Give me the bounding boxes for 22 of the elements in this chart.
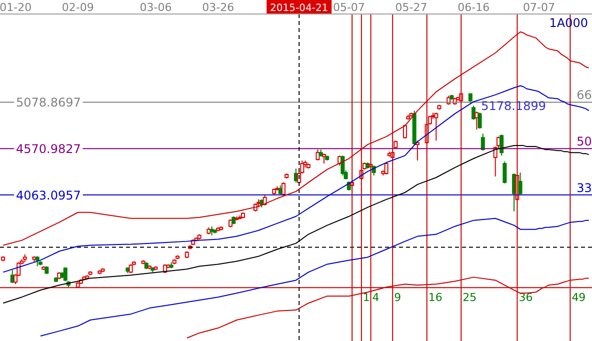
x-tick-label: 05-27 [395, 1, 428, 14]
annotation: 66 [576, 88, 592, 102]
x-tick-label: 02-09 [62, 1, 94, 14]
x-tick-label: 07-07 [523, 1, 556, 14]
ref-line-label: 4063.0957 [16, 188, 81, 202]
annotation: 50 [576, 134, 592, 149]
x-tick-label: 03-06 [140, 1, 172, 14]
ref-line-label: 16 [428, 291, 442, 304]
ref-line-label: 25 [462, 291, 477, 304]
x-tick-label: 01-20 [0, 1, 32, 14]
x-tick-label: 06-16 [458, 1, 490, 14]
annotation: 33 [576, 180, 592, 195]
ref-line-label: 36 [518, 291, 533, 304]
ref-line-label: 49 [572, 291, 586, 304]
ref-line-label: 4 [372, 291, 380, 304]
ref-line-label: 9 [394, 291, 402, 304]
ref-line-label: 2015-04-21 [270, 3, 328, 14]
x-tick-label: 05-07 [332, 1, 365, 14]
ref-line-label: 1 [362, 291, 370, 304]
x-tick-label: 03-26 [202, 1, 234, 14]
ref-line-label: 5078.8697 [16, 96, 81, 110]
ref-line-label: 4570.9827 [16, 142, 81, 156]
